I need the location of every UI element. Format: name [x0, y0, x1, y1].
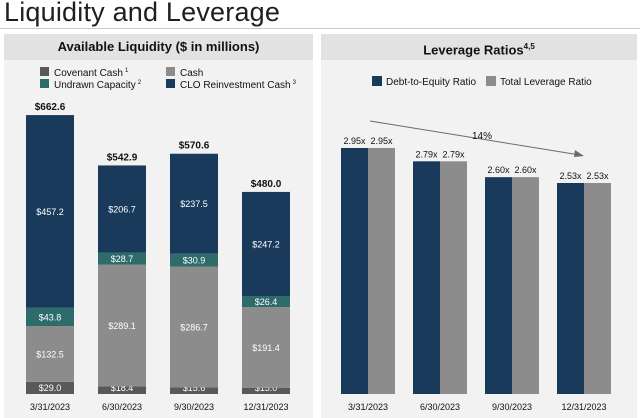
- leverage-bar-1-0: [368, 147, 395, 394]
- leverage-label-1-1: 2.79x: [442, 149, 465, 159]
- legend-label-2: Undrawn Capacity 2: [54, 80, 142, 91]
- page-title: Liquidity and Leverage: [4, 0, 281, 27]
- x-tick-left-0: 3/31/2023: [30, 402, 70, 412]
- total-label-0: $662.6: [35, 102, 66, 113]
- leverage-legend-label-0: Debt-to-Equity Ratio: [386, 77, 476, 88]
- bar-1-1: [98, 264, 146, 387]
- leverage-bar-0-1: [413, 161, 440, 394]
- leverage-panel-header: Leverage Ratios4,5: [321, 34, 637, 60]
- leverage-title-footnote: 4,5: [523, 42, 535, 51]
- data-label-0-1: $18.4: [111, 383, 134, 393]
- data-label-1-0: $132.5: [36, 349, 64, 359]
- data-label-2-2: $30.9: [183, 256, 206, 266]
- leverage-bar-0-0: [341, 147, 368, 394]
- bar-1-3: [242, 307, 290, 388]
- bar-1-0: [26, 326, 74, 382]
- data-label-3-0: $457.2: [36, 207, 64, 217]
- legend-swatch-0: [40, 67, 49, 76]
- bar-3-0: [26, 115, 74, 308]
- data-label-0-0: $29.0: [39, 383, 62, 393]
- total-label-3: $480.0: [251, 179, 282, 190]
- data-label-1-2: $286.7: [180, 323, 208, 333]
- leverage-label-1-2: 2.60x: [514, 165, 537, 175]
- bar-1-2: [170, 266, 218, 388]
- legend-swatch-1: [166, 67, 175, 76]
- leverage-label-0-1: 2.79x: [415, 149, 438, 159]
- leverage-legend-label-1: Total Leverage Ratio: [500, 77, 592, 88]
- trend-arrow-head: [574, 150, 584, 157]
- x-tick-right-0: 3/31/2023: [348, 402, 388, 412]
- leverage-bar-1-1: [440, 161, 467, 394]
- bar-2-0: [26, 307, 74, 327]
- data-label-3-3: $247.2: [252, 239, 280, 249]
- leverage-bar-0-2: [485, 177, 512, 394]
- data-label-0-3: $15.0: [255, 383, 278, 393]
- legend-label-3: CLO Reinvestment Cash 3: [180, 80, 297, 91]
- bar-2-1: [98, 252, 146, 265]
- data-label-1-3: $191.4: [252, 343, 280, 353]
- bar-0-3: [242, 387, 290, 394]
- leverage-legend-swatch-1: [486, 76, 496, 86]
- bar-3-2: [170, 153, 218, 254]
- leverage-label-1-0: 2.95x: [370, 136, 393, 146]
- title-divider: [0, 28, 640, 29]
- legend-swatch-2: [40, 79, 49, 88]
- leverage-label-0-2: 2.60x: [487, 165, 510, 175]
- bar-0-0: [26, 381, 74, 394]
- data-label-0-2: $15.6: [183, 383, 206, 393]
- liquidity-chart-title: Available Liquidity ($ in millions): [57, 39, 260, 54]
- bar-2-3: [242, 295, 290, 308]
- bar-3-3: [242, 191, 290, 296]
- trend-arrow-line: [369, 120, 581, 156]
- leverage-chart-title: Leverage Ratios: [423, 42, 524, 58]
- leverage-label-0-0: 2.95x: [343, 136, 366, 146]
- leverage-bar-1-2: [512, 177, 539, 394]
- bar-0-1: [98, 386, 146, 394]
- bar-0-2: [170, 387, 218, 394]
- x-tick-left-3: 12/31/2023: [243, 402, 288, 412]
- x-tick-right-3: 12/31/2023: [561, 402, 606, 412]
- data-label-2-3: $26.4: [255, 297, 278, 307]
- total-label-1: $542.9: [107, 152, 138, 163]
- data-label-2-0: $43.8: [39, 312, 62, 322]
- legend-label-0: Covenant Cash 1: [54, 68, 129, 79]
- leverage-bar-0-3: [557, 182, 584, 394]
- data-label-3-1: $206.7: [108, 204, 136, 214]
- x-tick-right-1: 6/30/2023: [420, 402, 460, 412]
- x-tick-left-1: 6/30/2023: [102, 402, 142, 412]
- data-label-2-1: $28.7: [111, 254, 134, 264]
- total-label-2: $570.6: [179, 141, 210, 152]
- legend-label-1: Cash: [180, 68, 203, 79]
- data-label-1-1: $289.1: [108, 321, 136, 331]
- data-label-3-2: $237.5: [180, 199, 208, 209]
- bar-2-2: [170, 253, 218, 267]
- leverage-bar-1-3: [584, 182, 611, 394]
- x-tick-left-2: 9/30/2023: [174, 402, 214, 412]
- x-tick-right-2: 9/30/2023: [492, 402, 532, 412]
- leverage-label-0-3: 2.53x: [559, 171, 582, 181]
- leverage-label-1-3: 2.53x: [586, 171, 609, 181]
- leverage-legend-swatch-0: [372, 76, 382, 86]
- legend-swatch-3: [166, 79, 175, 88]
- liquidity-panel-header: Available Liquidity ($ in millions): [4, 34, 313, 60]
- trend-annotation: 14%: [472, 131, 492, 142]
- bar-3-1: [98, 165, 146, 253]
